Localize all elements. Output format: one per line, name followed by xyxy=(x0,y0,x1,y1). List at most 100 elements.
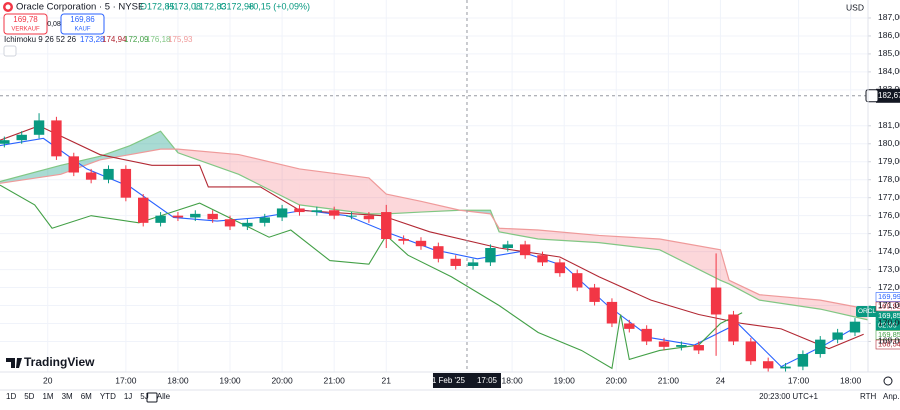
buy-button[interactable] xyxy=(60,13,105,35)
crosshair-x-label: Fr 21 Feb '25 xyxy=(418,376,466,385)
x-tick-label: 21 xyxy=(382,375,392,385)
price-badge xyxy=(875,311,900,321)
brand: TradingView xyxy=(24,355,95,369)
range-button[interactable]: 3M xyxy=(62,392,73,401)
candle-body xyxy=(676,345,687,347)
candle-body xyxy=(815,339,826,355)
ohlc-low: L172,83 xyxy=(194,1,227,11)
y-tick-label: 170,00 xyxy=(878,318,900,328)
x-tick-label: 18:00 xyxy=(167,375,189,385)
candle-body xyxy=(589,287,600,302)
y-tick-label: 169,00 xyxy=(878,336,900,346)
candle-body xyxy=(554,262,566,274)
y-tick-label: 176,00 xyxy=(878,210,900,220)
sell-button[interactable] xyxy=(3,13,48,35)
candle-body xyxy=(51,120,62,157)
clock: 20:23:00 UTC+1 xyxy=(759,392,818,401)
candle-body xyxy=(398,239,409,241)
range-button[interactable]: YTD xyxy=(100,392,116,401)
y-tick-label: 184,00 xyxy=(878,66,900,76)
range-button[interactable]: 1M xyxy=(42,392,53,401)
candle-body xyxy=(415,240,427,247)
y-tick-label: 178,00 xyxy=(878,174,900,184)
ohlc-high: H173,08 xyxy=(167,1,201,11)
indicator-line xyxy=(0,125,864,350)
y-tick-label: 173,00 xyxy=(878,264,900,274)
price-label: 169,92 xyxy=(878,301,900,310)
candle-body xyxy=(16,134,27,141)
cloud-span xyxy=(0,148,869,310)
candle-body xyxy=(276,208,288,218)
range-button[interactable]: 6M xyxy=(81,392,92,401)
symbol-title: Oracle Corporation · 5 · NYSE xyxy=(16,2,144,13)
candle-body xyxy=(242,222,253,227)
y-tick-label: 179,00 xyxy=(878,156,900,166)
candle-body xyxy=(138,197,149,223)
date-range-button[interactable] xyxy=(146,392,158,403)
cloud-fill xyxy=(238,154,300,205)
range-button[interactable]: 1D xyxy=(6,392,16,401)
candle-body xyxy=(693,345,704,351)
candle-body xyxy=(294,208,305,213)
y-tick-label: 183,00 xyxy=(878,84,900,94)
candle-body xyxy=(259,217,270,223)
y-tick-label: 187,00 xyxy=(878,12,900,22)
candle-body xyxy=(68,156,79,173)
ohlc-change: +0,15 (+0,09%) xyxy=(248,1,310,11)
price-badge xyxy=(875,292,900,302)
candle-body xyxy=(832,332,843,340)
candle-body xyxy=(762,361,774,369)
candle-body xyxy=(780,366,791,369)
indicator-value: 176,18 xyxy=(146,35,171,44)
candle-body xyxy=(572,273,583,288)
indicator-name: Ichimoku 9 26 52 26 xyxy=(4,35,77,44)
adjust[interactable]: Anp. xyxy=(883,392,899,401)
candle-body xyxy=(641,328,652,342)
add-button[interactable] xyxy=(865,89,879,103)
price-badge xyxy=(875,330,900,340)
settings-icon[interactable] xyxy=(883,376,893,386)
candle-body xyxy=(346,215,357,217)
candle-body xyxy=(207,213,218,220)
range-button[interactable]: 5D xyxy=(24,392,34,401)
x-tick-label: 17:00 xyxy=(115,375,137,385)
candle-body xyxy=(120,168,132,198)
x-tick-label: 24 xyxy=(716,375,726,385)
candle-body xyxy=(745,341,757,362)
x-tick-label: 18:00 xyxy=(501,375,523,385)
candle-body xyxy=(519,244,531,256)
candle-body xyxy=(328,210,340,216)
cloud-fill xyxy=(598,235,660,250)
range-button[interactable]: 5J xyxy=(140,392,148,401)
candle-body xyxy=(728,314,739,342)
crosshair-x-label: 17:05 xyxy=(477,376,498,385)
cloud-fill xyxy=(659,239,721,281)
sell-price: 169,78 xyxy=(13,15,38,24)
candle-body xyxy=(224,219,236,227)
x-tick-label: 21:00 xyxy=(658,375,680,385)
candle-body xyxy=(624,323,635,329)
range-button[interactable]: 1J xyxy=(124,392,132,401)
sell-label: VERKAUF xyxy=(11,27,40,33)
price-badge xyxy=(875,301,900,312)
candle-body xyxy=(658,341,670,347)
candle-body xyxy=(606,301,618,324)
candle-body xyxy=(485,248,496,263)
candle-body xyxy=(537,255,548,263)
y-tick-label: 171,00 xyxy=(878,300,900,310)
cloud-fill xyxy=(177,149,239,175)
symbol-badge xyxy=(856,306,878,317)
crosshair-y-label: 182,67 xyxy=(878,91,900,100)
range-button[interactable]: Alle xyxy=(157,392,171,401)
candle-body xyxy=(502,244,513,248)
x-tick-label: 20:00 xyxy=(606,375,628,385)
candle-body xyxy=(381,212,392,240)
symbol-badge-label: ORCL xyxy=(858,308,876,315)
price-badge xyxy=(875,339,900,350)
collapse-button[interactable] xyxy=(3,45,17,57)
ohlc-close: C172,98 xyxy=(220,1,254,11)
cloud-fill xyxy=(729,280,760,301)
x-tick-label: 18:00 xyxy=(840,375,862,385)
